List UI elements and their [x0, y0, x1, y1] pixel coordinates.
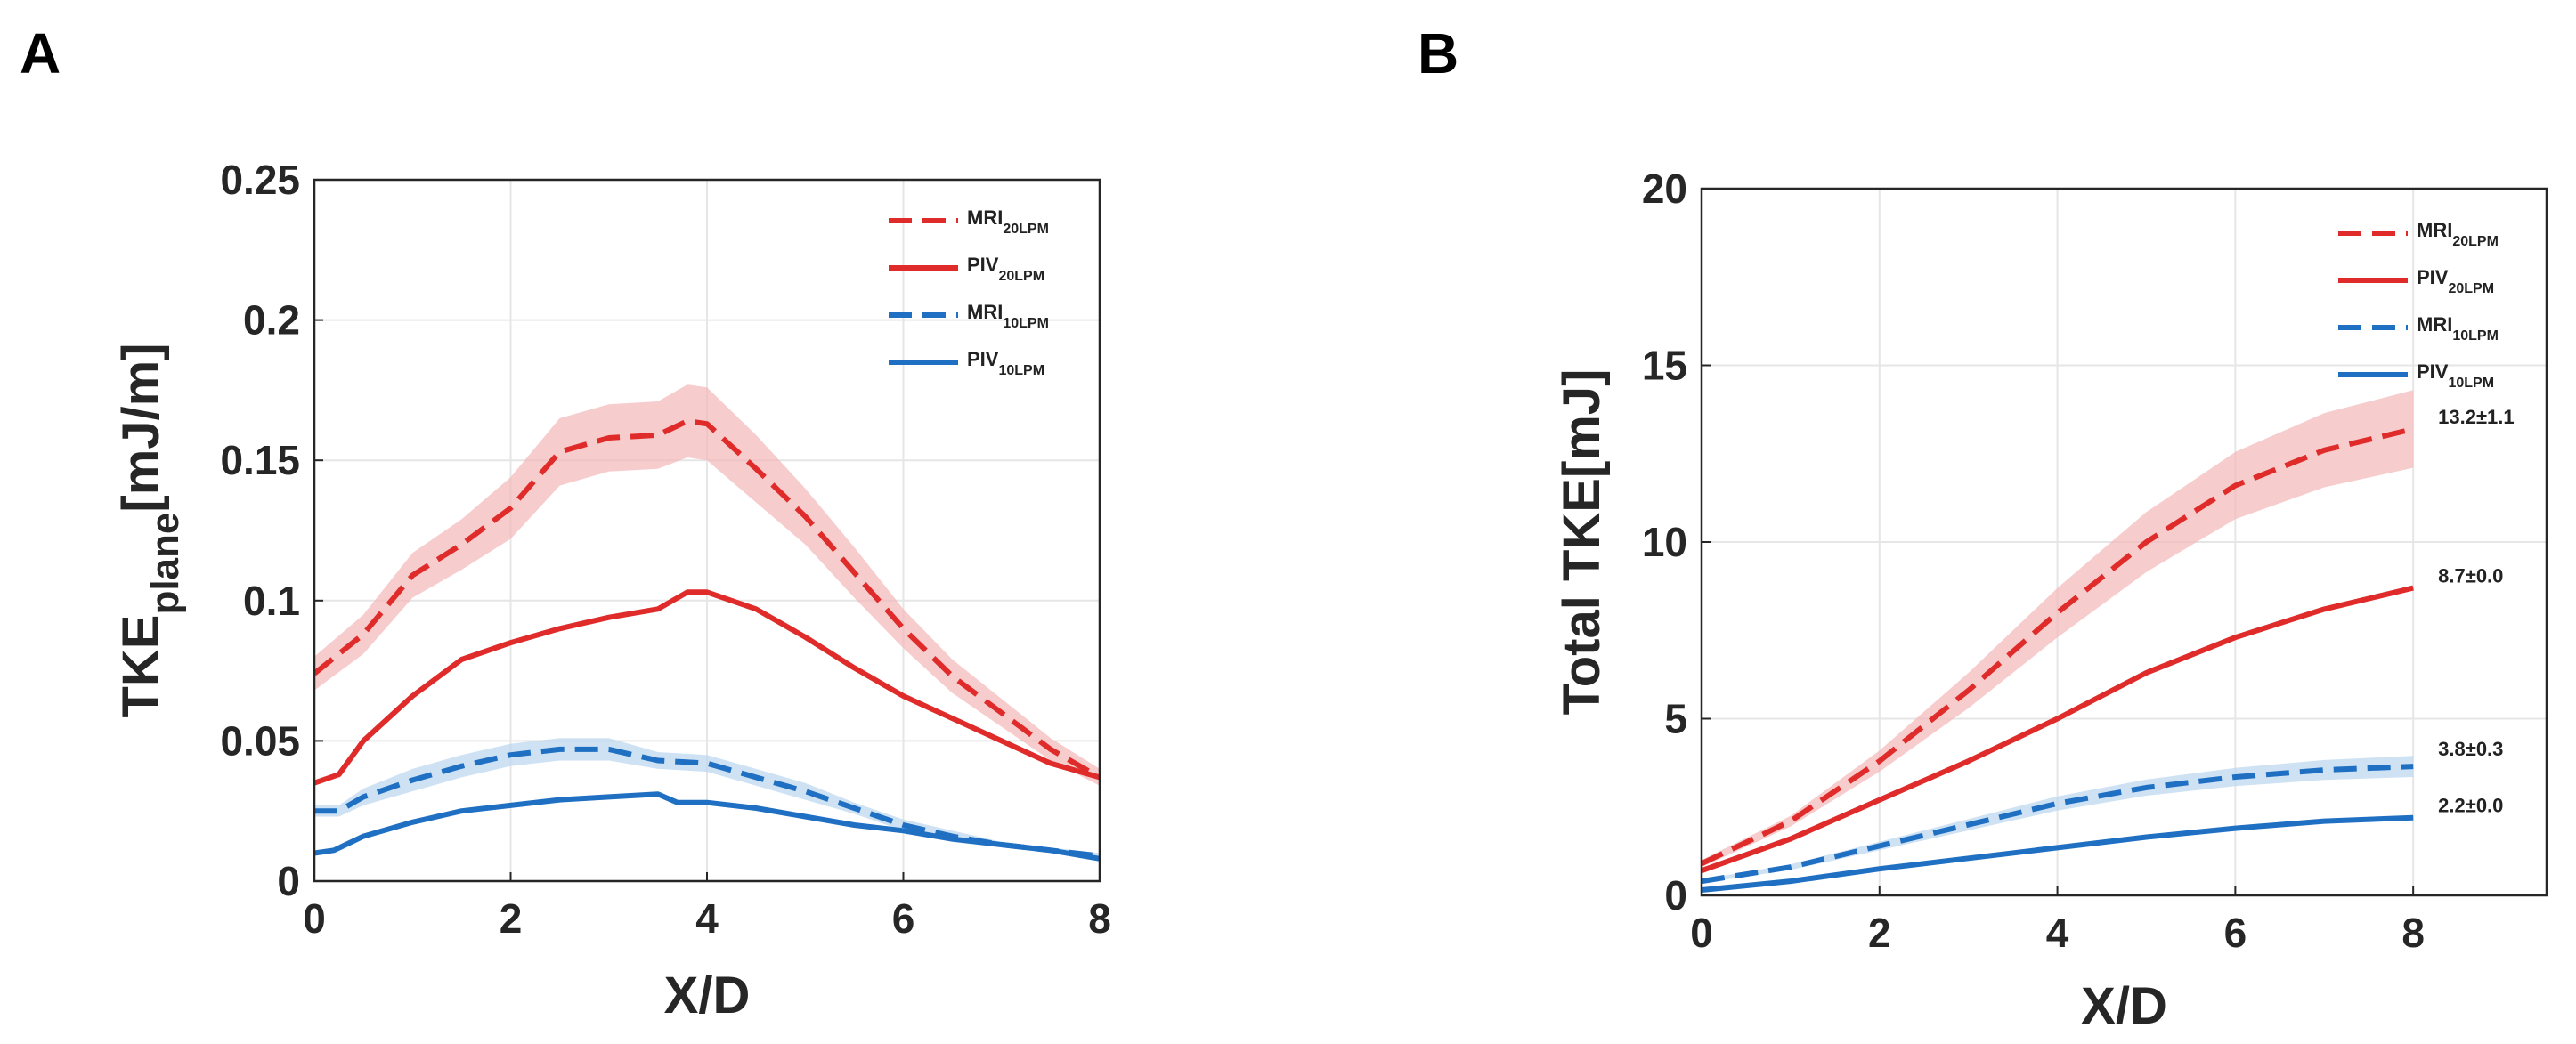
legend-entry: PIV10LPM — [2417, 360, 2494, 391]
x-tick-label: 0 — [1690, 910, 1713, 956]
y-tick-label: 0.2 — [243, 297, 300, 344]
legend-entry-subscript: 20LPM — [1003, 222, 1049, 237]
legend-entry-subscript: 20LPM — [998, 269, 1044, 284]
y-tick-label: 0.05 — [220, 717, 300, 764]
y-tick-label: 0.1 — [243, 578, 300, 624]
legend-entry: MRI20LPM — [2417, 219, 2499, 249]
series-line-piv-20lpm — [313, 589, 1101, 786]
y-axis-label-unit: [mJ/m] — [112, 343, 170, 512]
y-tick-label: 0.15 — [220, 437, 300, 483]
panel-letter: B — [1418, 21, 1459, 85]
legend-entry-subscript: 10LPM — [998, 363, 1044, 378]
x-tick-label: 8 — [1088, 895, 1111, 942]
x-tick-label: 0 — [303, 895, 326, 942]
series-line-piv-20lpm — [1700, 585, 2414, 874]
data-label: 3.8±0.3 — [2438, 738, 2503, 760]
data-label: 2.2±0.0 — [2438, 795, 2503, 817]
legend-entry-name: MRI — [967, 206, 1003, 229]
legend-entry-subscript: 10LPM — [1003, 316, 1049, 331]
confidence-band-mri-20lpm — [314, 384, 1100, 786]
y-axis-label: Total TKE[mJ] — [1553, 369, 1611, 716]
x-axis-label: X/D — [664, 967, 751, 1024]
data-label: 13.2±1.1 — [2438, 406, 2514, 428]
x-axis-label: X/D — [2081, 977, 2167, 1035]
panel-a: A 0 2 4 6 8 0 0.05 0.1 0.15 0.2 0.25 X/D TKEplane[mJ/… — [20, 21, 1111, 1024]
y-axis-label-subscript: plane — [143, 513, 187, 615]
series-line-mri-20lpm — [313, 418, 1101, 781]
legend-entry-name: PIV — [967, 254, 999, 276]
confidence-band-mri-20lpm — [1702, 390, 2414, 868]
x-tick-label: 4 — [2046, 910, 2069, 956]
y-axis-label-main: Total TKE[mJ] — [1553, 369, 1611, 716]
legend-entry: MRI10LPM — [2417, 313, 2499, 344]
x-tick-label: 6 — [892, 895, 915, 942]
legend-entry-subscript: 10LPM — [2448, 376, 2494, 391]
legend-entry: PIV20LPM — [2417, 266, 2494, 296]
legend-entry-subscript: 10LPM — [2452, 328, 2499, 344]
y-axis-label-main: TKE — [112, 615, 170, 718]
y-axis-label: TKEplane[mJ/m] — [112, 343, 187, 717]
x-tick-label: 2 — [500, 895, 523, 942]
x-tick-label: 4 — [695, 895, 719, 942]
legend-entry: PIV10LPM — [967, 348, 1044, 378]
legend-entry: PIV20LPM — [967, 254, 1044, 284]
legend-entry-name: MRI — [2417, 219, 2452, 241]
series-line-piv-10lpm — [1701, 814, 2414, 893]
y-tick-label: 0 — [1664, 872, 1687, 919]
y-tick-label: 5 — [1664, 696, 1687, 742]
legend-entry-name: MRI — [967, 301, 1003, 323]
y-tick-label: 0.25 — [220, 157, 300, 203]
data-label: 8.7±0.0 — [2438, 565, 2503, 587]
y-tick-label: 20 — [1642, 166, 1687, 212]
legend-entry: MRI20LPM — [967, 206, 1049, 237]
y-tick-label: 0 — [277, 858, 300, 904]
legend-entry-name: PIV — [2417, 266, 2449, 288]
legend-entry-subscript: 20LPM — [2452, 234, 2499, 249]
legend-entry: MRI10LPM — [967, 301, 1049, 331]
series-line-piv-10lpm — [313, 791, 1101, 862]
legend-entry-name: PIV — [2417, 360, 2449, 383]
panel-letter: A — [20, 21, 61, 85]
series-line-mri-20lpm — [1700, 426, 2414, 867]
x-tick-label: 6 — [2224, 910, 2247, 956]
series-line-mri-10lpm — [314, 746, 1101, 859]
x-tick-label: 8 — [2401, 910, 2425, 956]
legend-entry-subscript: 20LPM — [2448, 281, 2494, 296]
x-tick-label: 2 — [1868, 910, 1891, 956]
legend-entry-name: PIV — [967, 348, 999, 370]
legend-entry-name: MRI — [2417, 313, 2452, 336]
y-tick-label: 15 — [1642, 343, 1687, 389]
y-tick-label: 10 — [1642, 519, 1687, 565]
series-line-mri-10lpm — [1701, 764, 2414, 885]
